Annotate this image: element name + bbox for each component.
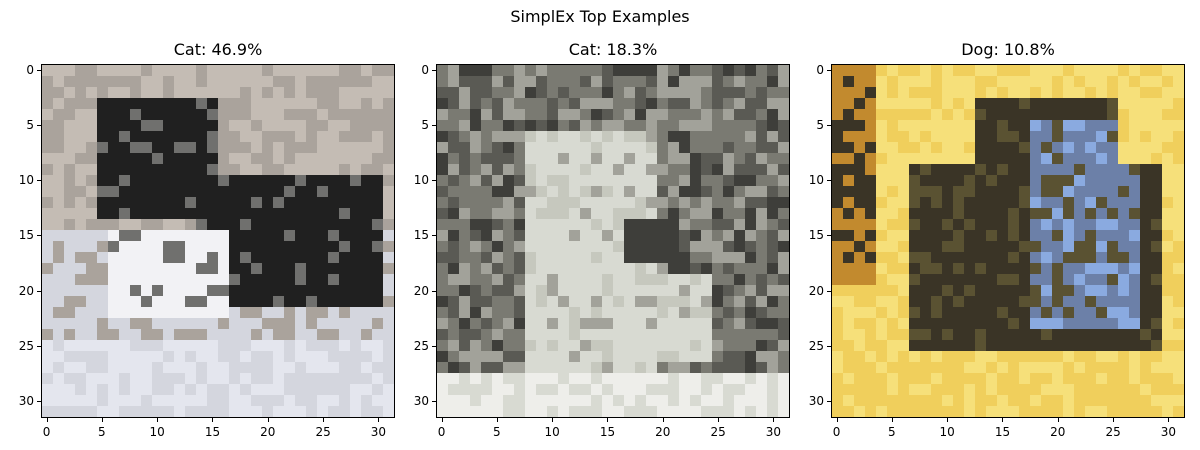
x-tick-mark <box>101 418 103 422</box>
panel-title: Cat: 46.9% <box>173 40 263 59</box>
panel-title: Dog: 10.8% <box>961 40 1055 59</box>
y-tick-label: 20 <box>808 283 824 298</box>
y-tick-mark <box>827 235 831 237</box>
y-tick-mark <box>827 69 831 71</box>
y-tick-label: 15 <box>808 228 824 243</box>
x-tick-label: 0 <box>437 425 446 439</box>
y-tick-mark <box>432 346 436 348</box>
x-tick-mark <box>212 418 214 422</box>
y-tick-label: 25 <box>18 339 34 354</box>
image-panel <box>831 64 1185 418</box>
y-tick-mark <box>37 346 41 348</box>
x-tick-mark <box>1113 418 1115 422</box>
x-tick-label: 10 <box>544 425 560 439</box>
x-tick-label: 25 <box>315 425 331 439</box>
y-tick-mark <box>432 235 436 237</box>
x-tick-label: 15 <box>204 425 221 439</box>
y-tick-label: 25 <box>413 339 429 354</box>
y-tick-label: 5 <box>421 117 429 132</box>
y-tick-label: 30 <box>413 394 429 409</box>
y-tick-mark <box>37 290 41 292</box>
pixelated-dog-on-yellow-photo <box>832 65 1184 417</box>
y-tick-mark <box>827 180 831 182</box>
x-tick-mark <box>552 418 554 422</box>
y-tick-mark <box>37 69 41 71</box>
x-tick-mark <box>267 418 269 422</box>
x-tick-label: 0 <box>42 425 51 439</box>
y-tick-mark <box>827 346 831 348</box>
y-tick-label: 20 <box>413 283 429 298</box>
y-tick-mark <box>432 290 436 292</box>
x-tick-label: 20 <box>655 425 671 439</box>
x-tick-mark <box>441 418 443 422</box>
y-tick-label: 20 <box>18 283 34 298</box>
x-tick-mark <box>891 418 893 422</box>
x-tick-label: 25 <box>1105 425 1121 439</box>
y-tick-label: 25 <box>808 339 824 354</box>
x-tick-mark <box>496 418 498 422</box>
x-tick-mark <box>607 418 609 422</box>
x-tick-mark <box>662 418 664 422</box>
y-tick-mark <box>37 401 41 403</box>
y-tick-label: 30 <box>18 394 34 409</box>
x-tick-label: 30 <box>1160 425 1177 439</box>
y-tick-label: 15 <box>18 228 34 243</box>
image-panel <box>41 64 395 418</box>
x-tick-label: 0 <box>832 425 841 439</box>
x-tick-label: 15 <box>599 425 616 439</box>
x-tick-label: 5 <box>98 425 106 439</box>
x-tick-mark <box>836 418 838 422</box>
x-tick-label: 25 <box>710 425 726 439</box>
y-tick-mark <box>432 124 436 126</box>
y-tick-label: 15 <box>413 228 429 243</box>
x-tick-mark <box>773 418 775 422</box>
y-tick-label: 10 <box>808 173 824 188</box>
y-tick-label: 5 <box>26 117 34 132</box>
y-tick-label: 0 <box>816 62 824 77</box>
image-panel <box>436 64 790 418</box>
x-tick-mark <box>378 418 380 422</box>
y-tick-mark <box>432 180 436 182</box>
x-tick-label: 20 <box>1050 425 1066 439</box>
y-tick-mark <box>432 401 436 403</box>
x-tick-mark <box>1057 418 1059 422</box>
y-tick-mark <box>37 235 41 237</box>
y-tick-label: 10 <box>18 173 34 188</box>
x-tick-mark <box>947 418 949 422</box>
x-tick-label: 5 <box>888 425 896 439</box>
y-tick-label: 0 <box>421 62 429 77</box>
y-tick-label: 5 <box>816 117 824 132</box>
x-tick-label: 10 <box>939 425 955 439</box>
y-tick-mark <box>37 124 41 126</box>
y-tick-mark <box>827 290 831 292</box>
x-tick-label: 20 <box>260 425 276 439</box>
y-tick-label: 30 <box>808 394 824 409</box>
x-tick-label: 15 <box>994 425 1011 439</box>
x-tick-label: 30 <box>370 425 387 439</box>
y-tick-label: 0 <box>26 62 34 77</box>
x-tick-mark <box>157 418 159 422</box>
figure-title: SimplEx Top Examples <box>510 7 690 26</box>
x-tick-mark <box>46 418 48 422</box>
y-tick-mark <box>827 124 831 126</box>
x-tick-mark <box>1168 418 1170 422</box>
x-tick-label: 10 <box>149 425 165 439</box>
x-tick-mark <box>1002 418 1004 422</box>
y-tick-label: 10 <box>413 173 429 188</box>
x-tick-mark <box>323 418 325 422</box>
pixelated-cat-photo <box>42 65 394 417</box>
y-tick-mark <box>37 180 41 182</box>
x-tick-label: 30 <box>765 425 782 439</box>
y-tick-mark <box>827 401 831 403</box>
pixelated-grayscale-cat-photo <box>437 65 789 417</box>
y-tick-mark <box>432 69 436 71</box>
panel-title: Cat: 18.3% <box>568 40 658 59</box>
x-tick-mark <box>718 418 720 422</box>
x-tick-label: 5 <box>493 425 501 439</box>
